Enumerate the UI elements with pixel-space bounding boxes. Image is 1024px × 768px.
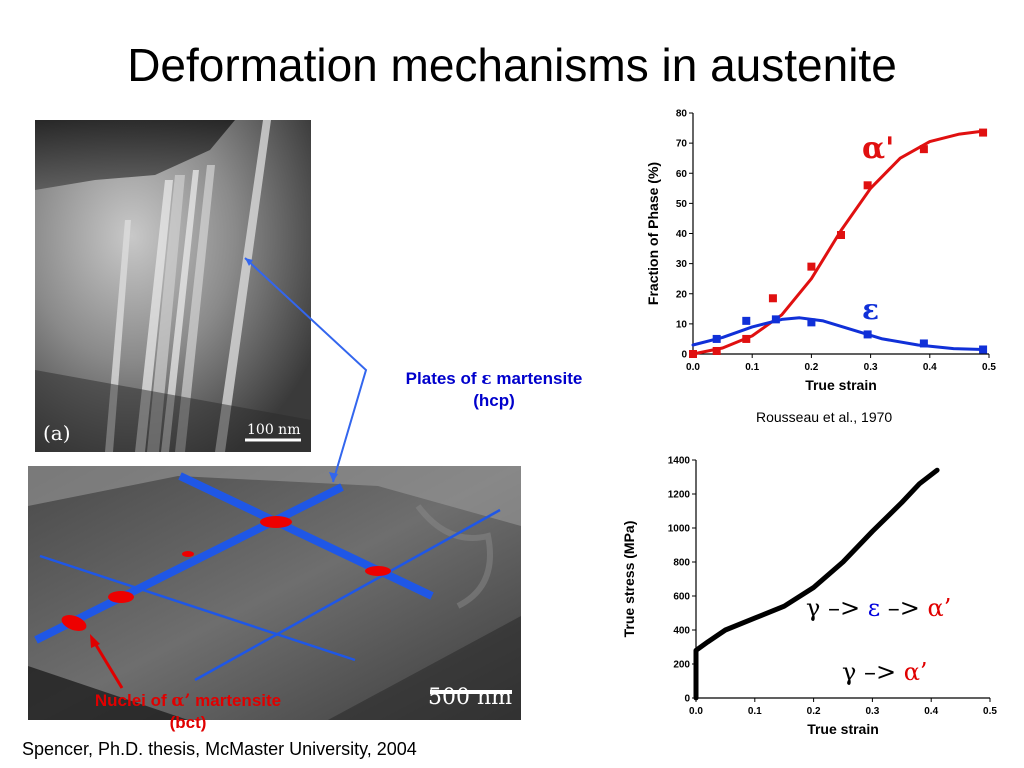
x-tick-label: 0.1 bbox=[745, 362, 759, 373]
nuclei-callout: Nuclei of α’ martensite (bct) bbox=[94, 691, 282, 732]
x-tick-label: 0.0 bbox=[686, 362, 700, 373]
citation-rousseau: Rousseau et al., 1970 bbox=[756, 409, 893, 425]
data-point bbox=[768, 294, 777, 303]
y-tick-label: 0 bbox=[684, 694, 690, 705]
citation-spencer: Spencer, Ph.D. thesis, McMaster Universi… bbox=[22, 739, 417, 759]
y-tick-label: 50 bbox=[676, 199, 688, 210]
y-tick-label: 0 bbox=[681, 350, 687, 361]
data-point bbox=[863, 181, 872, 190]
scale-bar-label: 100 nm bbox=[247, 422, 300, 438]
y-tick-label: 1000 bbox=[668, 524, 691, 535]
x-axis-label: True strain bbox=[805, 377, 877, 393]
route-direct: γ –> α’ bbox=[842, 658, 928, 686]
y-tick-label: 800 bbox=[673, 558, 690, 569]
epsilon-symbol: ε bbox=[481, 369, 492, 389]
phase-fraction-chart: 0.0 0.1 0.2 0.3 0.4 0.5 0 10 20 30 40 50 60 70 80 True … bbox=[645, 109, 996, 394]
y-tick-label: 40 bbox=[676, 229, 688, 240]
data-point bbox=[712, 346, 721, 355]
x-tick-label: 0.3 bbox=[865, 706, 879, 717]
x-tick-label: 0.4 bbox=[924, 706, 938, 717]
x-tick-label: 0.3 bbox=[864, 362, 878, 373]
fit-curve-0 bbox=[691, 129, 985, 356]
y-tick-label: 1400 bbox=[668, 456, 691, 467]
data-point bbox=[742, 334, 751, 343]
data-point bbox=[807, 262, 816, 271]
panel-label: (a) bbox=[43, 421, 71, 445]
tem-micrograph-bottom: 500 nm bbox=[28, 466, 521, 720]
y-tick-label: 200 bbox=[673, 660, 690, 671]
x-tick-label: 0.5 bbox=[983, 706, 997, 717]
data-point bbox=[979, 345, 988, 354]
x-tick-label: 0.2 bbox=[807, 706, 821, 717]
data-point bbox=[837, 231, 845, 240]
data-point bbox=[771, 315, 780, 324]
y-tick-label: 600 bbox=[673, 592, 690, 603]
series-label: ε bbox=[862, 293, 879, 326]
x-tick-label: 0.4 bbox=[923, 362, 937, 373]
y-tick-label: 1200 bbox=[668, 490, 691, 501]
y-axis-label: Fraction of Phase (%) bbox=[645, 162, 661, 305]
scale-bar-label: 500 nm bbox=[428, 685, 512, 710]
y-tick-label: 60 bbox=[676, 169, 688, 180]
series-line-0 bbox=[693, 467, 940, 701]
y-tick-label: 70 bbox=[676, 139, 688, 150]
data-point bbox=[863, 330, 872, 339]
data-point bbox=[689, 350, 697, 358]
slide-title: Deformation mechanisms in austenite bbox=[127, 39, 897, 91]
y-tick-label: 80 bbox=[676, 109, 688, 120]
data-point bbox=[807, 318, 816, 327]
alpha-symbol: α’ bbox=[171, 691, 191, 711]
data-point bbox=[979, 128, 988, 137]
series-label: α' bbox=[862, 131, 894, 166]
stress-strain-chart: 0.0 0.1 0.2 0.3 0.4 0.5 0 200 400 600 800 1000 1200 1… bbox=[621, 456, 997, 738]
route-via-epsilon: γ –> ε –> α’ bbox=[806, 594, 952, 622]
plates-callout: Plates of ε martensite (hcp) bbox=[405, 369, 583, 410]
data-point bbox=[742, 316, 751, 325]
fit-curve-1 bbox=[691, 316, 985, 351]
data-point bbox=[919, 339, 928, 348]
x-tick-label: 0.1 bbox=[748, 706, 762, 717]
y-axis-label: True stress (MPa) bbox=[621, 521, 637, 638]
x-tick-label: 0.2 bbox=[804, 362, 818, 373]
x-tick-label: 0.5 bbox=[982, 362, 996, 373]
y-tick-label: 10 bbox=[676, 319, 688, 330]
y-tick-label: 30 bbox=[676, 259, 688, 270]
data-point bbox=[712, 334, 721, 343]
x-tick-label: 0.0 bbox=[689, 706, 703, 717]
y-tick-label: 400 bbox=[673, 626, 690, 637]
data-point bbox=[919, 145, 928, 154]
y-tick-label: 20 bbox=[676, 289, 688, 300]
x-axis-label: True strain bbox=[807, 721, 879, 737]
tem-micrograph-top: (a) 100 nm bbox=[35, 120, 311, 452]
